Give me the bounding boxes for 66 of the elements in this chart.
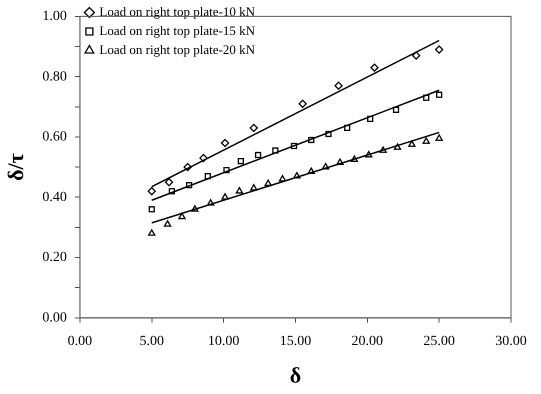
point <box>250 184 258 191</box>
point <box>238 158 244 164</box>
point <box>250 124 258 132</box>
y-tick-label: 0.60 <box>42 130 67 145</box>
legend-label: Load on right top plate-20 kN <box>99 42 256 57</box>
point <box>168 188 175 194</box>
y-tick-label: 0.80 <box>42 69 67 84</box>
point <box>435 134 443 141</box>
point <box>223 166 230 174</box>
x-tick-label: 20.00 <box>352 334 384 349</box>
x-tick-label: 5.00 <box>140 334 164 349</box>
x-tick-label: 25.00 <box>423 334 455 349</box>
point <box>148 229 156 236</box>
x-tick-label: 15.00 <box>280 334 312 349</box>
x-tick-label: 30.00 <box>495 334 527 349</box>
point <box>148 187 156 196</box>
point <box>199 154 208 162</box>
point <box>344 124 350 132</box>
point <box>408 140 416 147</box>
point <box>308 136 314 144</box>
point <box>206 199 214 206</box>
point <box>392 106 400 113</box>
point <box>298 100 307 108</box>
point <box>308 167 315 174</box>
point <box>290 142 298 150</box>
point <box>436 92 442 98</box>
point <box>204 173 211 180</box>
point <box>272 147 278 154</box>
point <box>365 150 372 158</box>
point <box>325 130 332 138</box>
point <box>423 94 430 101</box>
point <box>367 116 374 122</box>
point <box>254 152 262 158</box>
point <box>322 162 330 170</box>
y-tick-label: 0.00 <box>42 310 67 326</box>
point <box>178 212 186 220</box>
point <box>334 82 343 90</box>
point <box>370 63 379 72</box>
point <box>278 175 286 182</box>
legend-label: Load on right top plate-15 kN <box>99 22 256 38</box>
x-axis-title: δ <box>290 362 302 388</box>
point <box>264 180 272 186</box>
point <box>435 45 444 54</box>
point <box>422 137 430 144</box>
point <box>164 220 172 227</box>
point <box>236 187 244 194</box>
point <box>350 155 358 162</box>
point <box>336 158 344 165</box>
y-axis-title: δ/τ <box>2 153 28 181</box>
point <box>184 162 192 172</box>
y-tick-label: 0.40 <box>42 190 67 205</box>
x-tick-label: 0.00 <box>68 334 92 349</box>
legend-label: Load on right top plate-10 kN <box>99 4 256 19</box>
point <box>379 146 387 153</box>
x-tick-label: 10.00 <box>208 334 240 349</box>
point <box>148 206 155 212</box>
point <box>191 205 199 212</box>
y-tick-label: 0.20 <box>42 250 67 266</box>
point <box>394 143 402 150</box>
point <box>293 172 301 179</box>
point <box>221 193 229 200</box>
y-tick-label: 1.00 <box>42 9 67 24</box>
point <box>412 51 420 60</box>
point <box>220 138 230 148</box>
point <box>164 178 174 186</box>
point <box>186 182 192 188</box>
